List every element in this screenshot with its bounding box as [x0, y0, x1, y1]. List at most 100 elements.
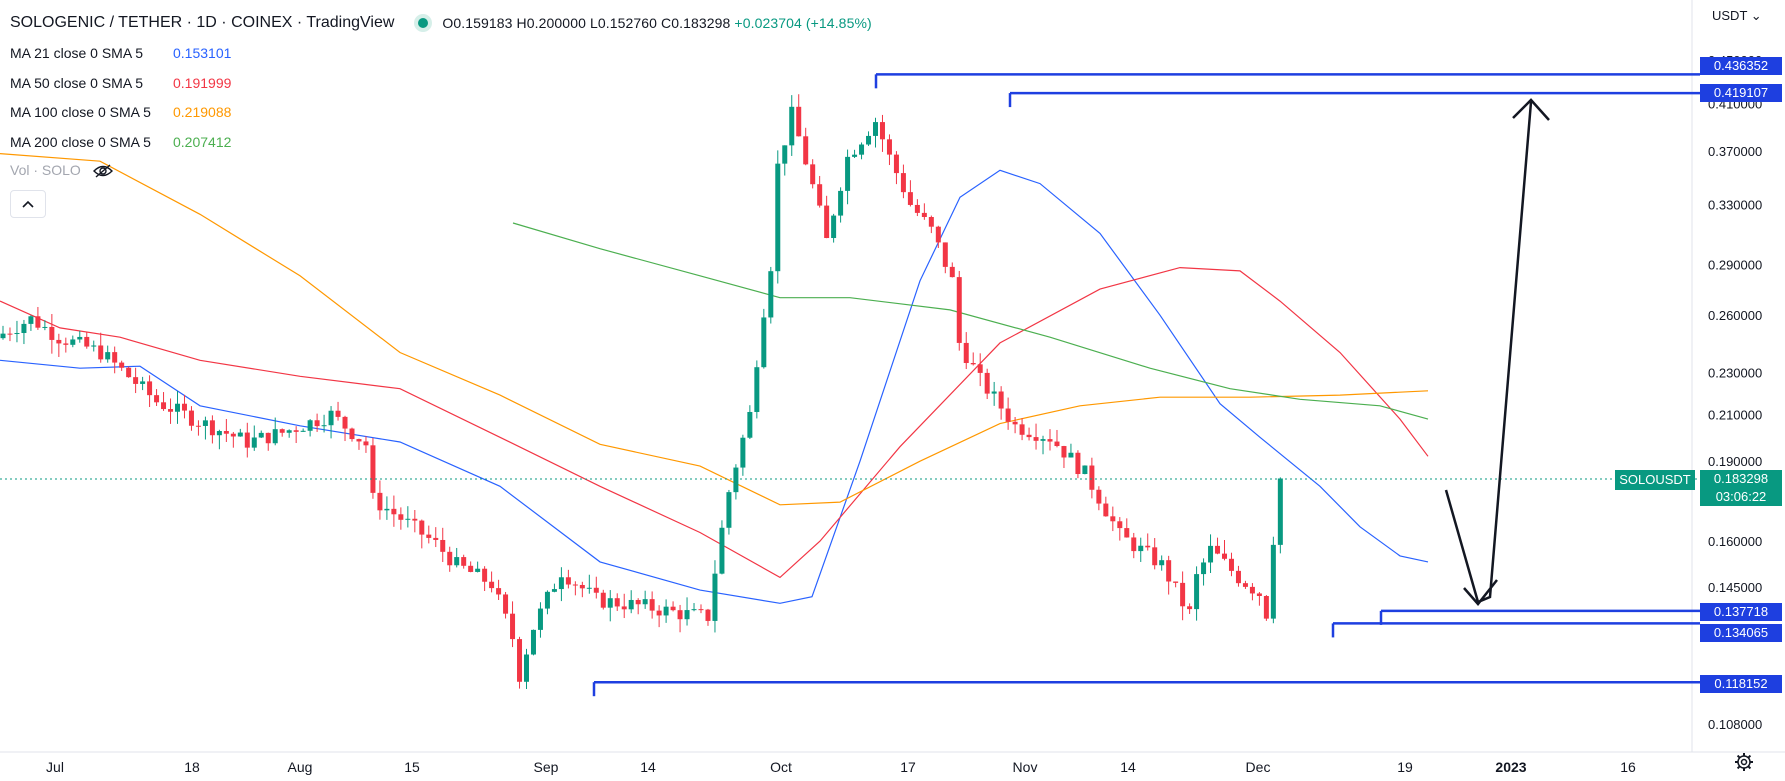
candle [112, 346, 118, 374]
candle [670, 601, 676, 612]
candle [126, 366, 132, 378]
candle [970, 352, 976, 366]
candle [468, 561, 474, 573]
candle [1277, 477, 1283, 554]
candle [7, 327, 13, 342]
candle [817, 175, 823, 208]
candle [454, 547, 460, 568]
currency-menu[interactable]: USDT ⌄ [1712, 8, 1762, 23]
candle [928, 215, 934, 234]
ma200-line [512, 222, 1429, 420]
candle [956, 270, 962, 351]
candle [433, 527, 439, 548]
indicator-ma200[interactable]: MA 200 close 0 SMA 5 0.207412 [10, 134, 232, 150]
indicator-ma21[interactable]: MA 21 close 0 SMA 5 0.153101 [10, 45, 232, 61]
candle [321, 414, 327, 433]
time-tick-label: 17 [900, 759, 916, 775]
candle [663, 599, 669, 623]
candle [747, 405, 753, 440]
candle [775, 150, 781, 284]
candle [356, 438, 362, 450]
candle [726, 489, 732, 535]
arrow-bottom [1463, 579, 1498, 606]
candle [579, 581, 585, 598]
projection-arrow-path [1444, 101, 1533, 604]
candle [838, 187, 844, 223]
candle [614, 593, 620, 611]
eye-hidden-icon[interactable] [92, 164, 113, 178]
candle [188, 406, 194, 431]
candle [524, 648, 529, 689]
candle [628, 590, 634, 614]
candle [335, 401, 341, 421]
symbol-title[interactable]: SOLOGENIC / TETHER · 1D · COINEX · Tradi… [10, 14, 395, 31]
candle [1166, 555, 1172, 595]
symbol-price-label: SOLOUSDT [1615, 470, 1695, 490]
candle [984, 368, 990, 400]
gear-icon[interactable] [1734, 752, 1754, 772]
candle [475, 561, 481, 573]
indicator-ma50[interactable]: MA 50 close 0 SMA 5 0.191999 [10, 75, 232, 91]
candle [398, 507, 404, 530]
candle [1256, 591, 1262, 606]
time-tick-label: 14 [1120, 759, 1136, 775]
candle [733, 464, 739, 500]
candle [168, 398, 174, 424]
collapse-legend-button[interactable] [10, 190, 46, 218]
candle [1131, 532, 1137, 559]
candle [852, 149, 858, 159]
candle [1145, 533, 1151, 551]
candle [558, 567, 564, 602]
candlesticks [0, 94, 1283, 689]
candle [866, 131, 872, 146]
candle [593, 576, 599, 599]
candle [279, 428, 285, 437]
candle [754, 360, 760, 419]
candle [1124, 518, 1130, 538]
candle [307, 419, 313, 437]
candle [91, 340, 97, 352]
candle [161, 392, 167, 411]
price-tick-label: 0.210000 [1708, 408, 1762, 423]
candle [893, 151, 899, 185]
candle [140, 376, 146, 391]
candle [921, 203, 927, 220]
candle [1235, 565, 1241, 587]
candle [391, 495, 397, 527]
candle [607, 590, 613, 622]
candle [181, 394, 187, 419]
candle [789, 95, 795, 156]
candle [824, 195, 830, 239]
candle [84, 332, 90, 349]
candle [42, 320, 48, 331]
candle [133, 367, 139, 394]
volume-indicator[interactable]: Vol · SOLO [10, 162, 113, 178]
candle [251, 425, 257, 451]
candle [803, 127, 809, 166]
price-axis: 0.4500000.4100000.3700000.3300000.290000… [1708, 53, 1762, 732]
indicator-ma100[interactable]: MA 100 close 0 SMA 5 0.219088 [10, 104, 232, 120]
candle [565, 569, 571, 589]
time-tick-label: 19 [1397, 759, 1413, 775]
candle [202, 416, 208, 440]
candle [768, 266, 774, 324]
candle [489, 571, 495, 593]
candle [656, 605, 662, 628]
candle [14, 320, 20, 343]
price-tick-label: 0.260000 [1708, 308, 1762, 323]
level-label-high: 0.436352 [1700, 57, 1782, 75]
candle [977, 353, 983, 387]
time-tick-label: 2023 [1495, 759, 1526, 775]
candle [147, 375, 153, 408]
chevron-up-icon [22, 200, 34, 208]
candle [1180, 571, 1186, 621]
price-tick-label: 0.330000 [1708, 197, 1762, 212]
chart-header: SOLOGENIC / TETHER · 1D · COINEX · Tradi… [10, 12, 872, 34]
time-tick-label: 15 [404, 759, 420, 775]
last-price-label: 0.183298 03:06:22 [1700, 470, 1782, 506]
candle [1187, 603, 1193, 614]
candle [1159, 555, 1165, 571]
candle [600, 589, 606, 610]
candle [705, 608, 711, 626]
